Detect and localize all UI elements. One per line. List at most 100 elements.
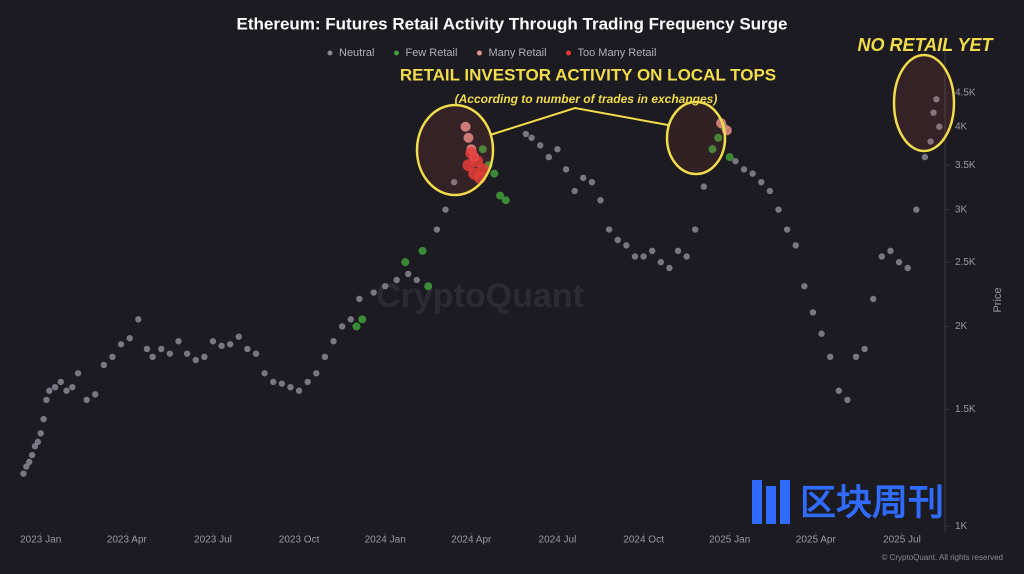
x-tick-label: 2025 Apr — [796, 535, 837, 546]
y-axis-title: Price — [992, 287, 1004, 312]
point — [623, 242, 630, 249]
point — [23, 463, 30, 470]
point — [666, 264, 673, 272]
point — [352, 322, 361, 331]
point — [490, 169, 499, 178]
point — [870, 295, 877, 303]
logo-bar — [780, 480, 790, 524]
point — [580, 174, 587, 182]
point — [631, 253, 639, 260]
copyright: © CryptoQuant. All rights reserved — [882, 553, 1004, 562]
point — [732, 157, 739, 165]
point — [463, 132, 474, 143]
point — [69, 383, 76, 391]
legend-marker — [566, 50, 572, 56]
point — [936, 123, 943, 130]
point — [46, 387, 53, 394]
point — [562, 166, 570, 173]
annotation: NO RETAIL YET — [857, 35, 994, 55]
point — [775, 206, 782, 213]
point — [418, 246, 427, 255]
x-tick-label: 2023 Jan — [20, 535, 61, 546]
point — [725, 153, 734, 162]
y-tick-label: 3.5K — [955, 160, 976, 171]
point — [433, 226, 441, 233]
point — [295, 387, 303, 394]
point — [878, 253, 886, 260]
point — [100, 361, 108, 369]
point — [135, 316, 142, 323]
point — [347, 316, 354, 323]
point — [26, 458, 33, 466]
point — [801, 282, 808, 290]
point — [740, 166, 748, 173]
point — [226, 341, 234, 348]
legend-marker — [393, 50, 399, 56]
point — [304, 378, 311, 386]
point — [554, 146, 561, 153]
point — [895, 258, 903, 266]
point — [393, 276, 400, 284]
point — [358, 315, 367, 324]
point — [648, 247, 656, 255]
point — [478, 145, 487, 154]
point — [927, 138, 934, 145]
legend-label: Many Retail — [488, 47, 546, 59]
highlight-ellipse — [415, 103, 495, 197]
legend-label: Too Many Retail — [578, 47, 657, 59]
point — [861, 345, 868, 353]
logo-bar — [766, 486, 776, 524]
point — [614, 236, 621, 244]
point — [218, 342, 225, 350]
x-tick-label: 2023 Apr — [107, 535, 148, 546]
point — [43, 396, 50, 404]
point — [261, 370, 268, 377]
point — [450, 178, 458, 186]
watermark: CryptoQuant — [376, 277, 584, 315]
point — [209, 338, 217, 345]
logo-text: 区块周刊 — [800, 482, 944, 523]
x-tick-label: 2024 Oct — [623, 535, 664, 546]
point — [852, 353, 860, 361]
point — [401, 258, 410, 267]
point — [749, 170, 756, 177]
point — [34, 438, 42, 446]
point — [109, 353, 116, 361]
point — [766, 187, 774, 195]
point — [809, 309, 817, 316]
point — [476, 163, 489, 176]
point — [522, 130, 530, 138]
legend-marker — [327, 50, 333, 56]
point — [537, 142, 544, 149]
legend-marker — [476, 50, 482, 56]
point — [252, 350, 260, 357]
point — [192, 356, 199, 364]
point — [930, 109, 937, 116]
x-tick-label: 2024 Jan — [365, 535, 406, 546]
point — [404, 270, 412, 278]
point — [528, 134, 535, 141]
logo-bar — [752, 480, 762, 524]
point — [158, 345, 165, 353]
point — [201, 353, 208, 361]
point — [175, 338, 182, 345]
y-tick-label: 3K — [955, 204, 968, 215]
y-tick-label: 2.5K — [955, 257, 976, 268]
x-tick-label: 2025 Jan — [709, 535, 750, 546]
point — [640, 253, 647, 260]
x-tick-label: 2023 Oct — [279, 535, 320, 546]
point — [844, 396, 851, 404]
point — [674, 247, 682, 255]
point — [117, 341, 125, 348]
point — [657, 258, 664, 266]
point — [460, 121, 471, 132]
point — [28, 451, 36, 459]
point — [413, 276, 420, 284]
point — [92, 391, 99, 398]
point — [183, 350, 191, 357]
point — [143, 345, 151, 353]
point — [57, 378, 65, 386]
